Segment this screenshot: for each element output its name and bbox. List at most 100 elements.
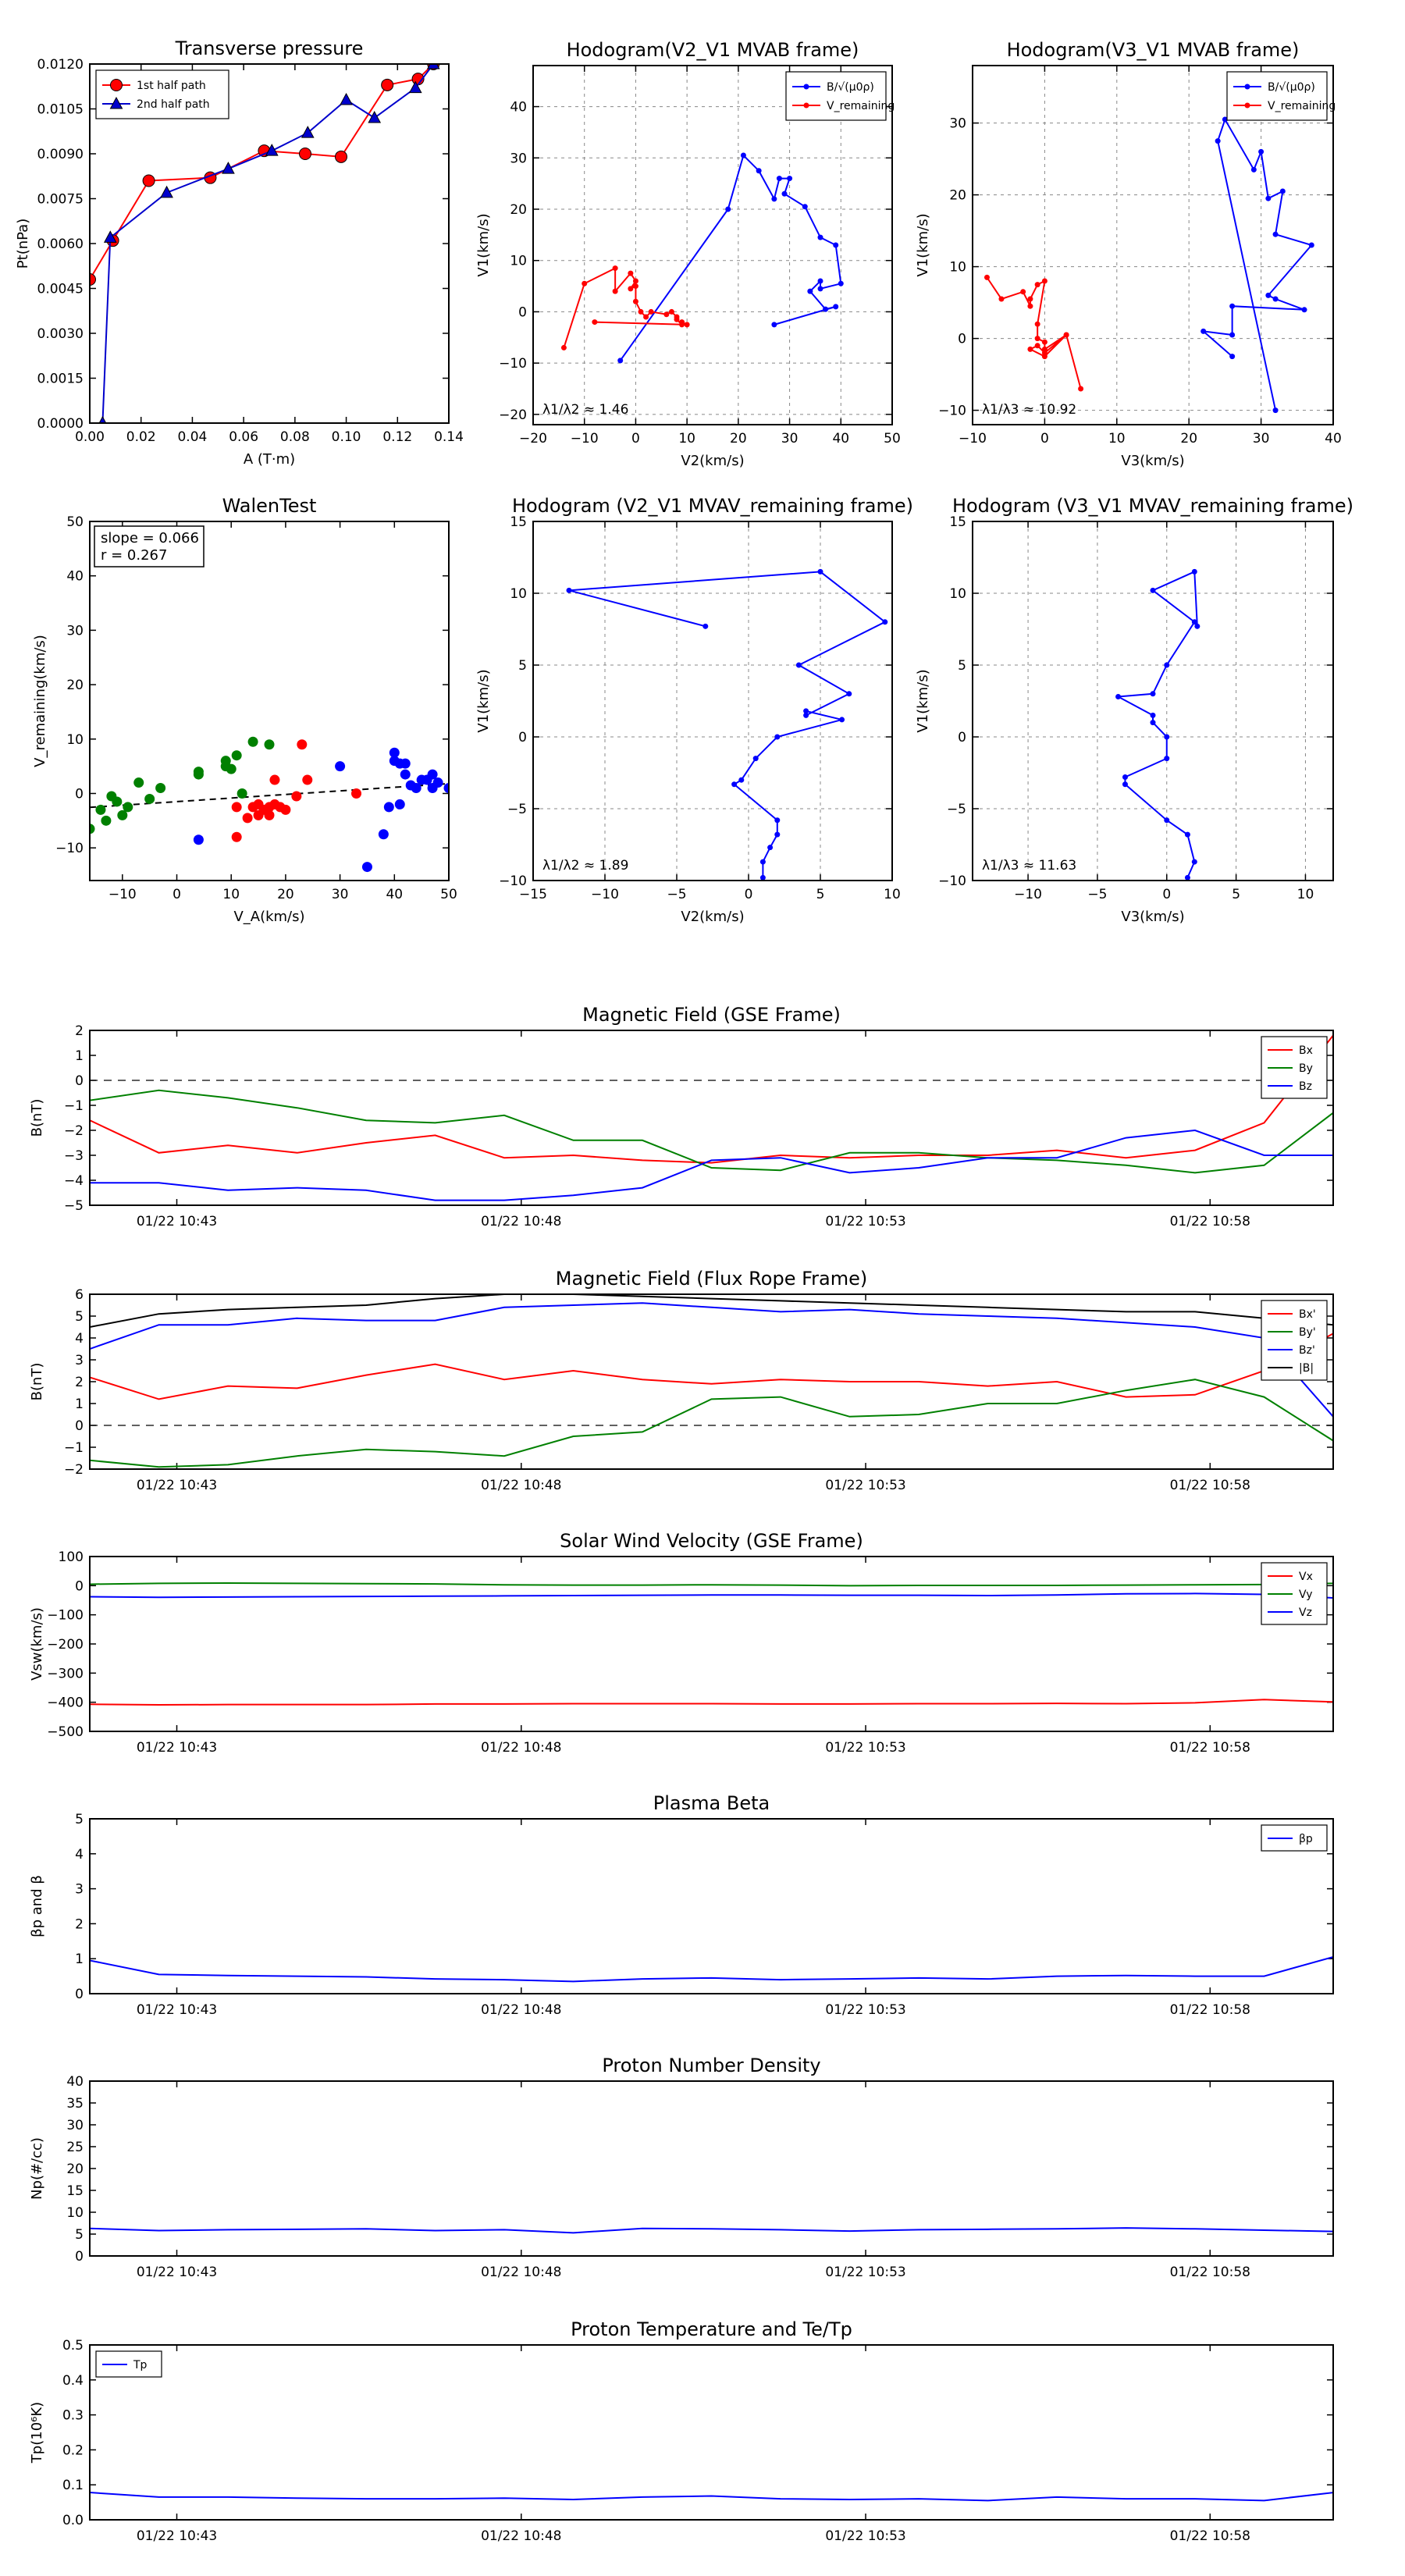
- chart-title: Magnetic Field (Flux Rope Frame): [556, 1268, 867, 1290]
- y-tick-label: 0.0075: [37, 192, 84, 208]
- time-tick-label: 01/22 10:48: [481, 1740, 561, 1756]
- y-tick-label: 30: [66, 2118, 84, 2133]
- x-tick-label: 40: [832, 431, 849, 447]
- y-tick-label: −200: [47, 1637, 84, 1653]
- x-tick-label: 0.10: [332, 429, 361, 445]
- y-tick-label: 40: [66, 2074, 84, 2090]
- chart-title: Hodogram(V2_V1 MVAB frame): [567, 39, 859, 61]
- y-axis-label: V1(km/s): [475, 669, 492, 732]
- plot-frame: [89, 63, 450, 424]
- time-tick-label: 01/22 10:53: [825, 2002, 905, 2018]
- data-point: [1250, 166, 1257, 173]
- legend-box: [785, 71, 887, 121]
- data-point: [1191, 859, 1197, 865]
- data-point: [291, 791, 302, 802]
- y-tick-label: 0: [75, 2249, 84, 2265]
- chart-title: Transverse pressure: [175, 37, 364, 59]
- data-point: [759, 859, 766, 865]
- x-tick-label: −10: [571, 431, 599, 447]
- x-tick-label: −5: [667, 887, 686, 902]
- data-point: [335, 150, 347, 163]
- data-point: [265, 144, 279, 156]
- y-tick-label: 5: [518, 658, 527, 674]
- data-point: [1150, 587, 1156, 593]
- data-point: [882, 619, 888, 625]
- y-tick-label: 30: [949, 116, 966, 132]
- data-point: [427, 769, 438, 780]
- data-point: [803, 708, 809, 714]
- data-point: [1194, 623, 1200, 629]
- chart-title: Plasma Beta: [653, 1792, 770, 1814]
- data-point: [123, 802, 133, 813]
- data-point: [795, 662, 802, 668]
- y-tick-label: −10: [499, 356, 527, 372]
- data-point: [1027, 303, 1033, 309]
- y-tick-label: 0.0120: [37, 57, 84, 73]
- y-axis-label: V_remaining(km/s): [32, 635, 48, 767]
- legend-label: V_remaining: [1268, 100, 1336, 112]
- data-point: [411, 783, 422, 794]
- data-point: [984, 274, 990, 280]
- y-tick-label: 0.2: [62, 2443, 84, 2458]
- legend-label: Bz': [1299, 1344, 1315, 1357]
- legend-label: 1st half path: [137, 80, 206, 92]
- ratio-annotation: λ1/λ3 ≈ 10.92: [982, 402, 1076, 418]
- data-point: [776, 176, 782, 182]
- chart-hodo_v3_mvab: −10 0 10 20 30 40 −10 0 10 20 30 V3(km/s) V1(km/s) Ho…: [915, 39, 1342, 469]
- y-tick-label: 10: [510, 586, 527, 602]
- y-axis-label: Pt(nPa): [15, 219, 31, 269]
- y-tick-label: 0.1: [62, 2478, 84, 2493]
- chart-mag_fr: 01/22 10:43 01/22 10:48 01/22 10:53 01/22 1…: [29, 1268, 1334, 1493]
- data-point: [628, 286, 634, 292]
- time-tick-label: 01/22 10:48: [481, 1214, 561, 1229]
- y-tick-label: 10: [949, 260, 966, 276]
- y-tick-label: 3: [75, 1353, 84, 1368]
- data-point: [771, 196, 777, 202]
- data-point: [1200, 328, 1207, 334]
- y-axis-label: V1(km/s): [475, 213, 492, 276]
- x-tick-label: −10: [959, 431, 987, 447]
- data-point: [1027, 346, 1033, 352]
- y-tick-label: 0.5: [62, 2338, 84, 2354]
- y-tick-label: −10: [938, 404, 966, 419]
- y-tick-label: 10: [949, 586, 966, 602]
- data-point: [1265, 292, 1272, 298]
- time-tick-label: 01/22 10:53: [825, 2528, 905, 2544]
- series-line-By: [90, 1089, 1333, 1174]
- legend-box: [95, 69, 229, 119]
- y-tick-label: −1: [64, 1440, 84, 1456]
- y-tick-label: 0: [75, 786, 84, 802]
- plot-area: [90, 2227, 1333, 2234]
- data-point: [643, 314, 649, 320]
- data-point: [193, 769, 204, 780]
- y-tick-label: 6: [75, 1287, 84, 1303]
- data-point: [846, 691, 852, 697]
- data-point: [803, 712, 809, 718]
- data-point: [774, 817, 781, 824]
- y-tick-label: 1: [75, 1952, 84, 1967]
- y-tick-label: 4: [75, 1847, 84, 1863]
- y-tick-label: 15: [949, 514, 966, 530]
- data-point: [101, 815, 112, 826]
- data-point: [408, 80, 422, 94]
- y-tick-label: −300: [47, 1666, 84, 1681]
- y-tick-label: 0: [958, 332, 966, 347]
- data-point: [1279, 188, 1286, 194]
- time-tick-label: 01/22 10:48: [481, 2002, 561, 2018]
- y-tick-label: 0.0: [62, 2513, 84, 2528]
- x-tick-label: 10: [222, 887, 240, 902]
- x-tick-label: 10: [1108, 431, 1126, 447]
- data-point: [612, 265, 618, 272]
- data-point: [1229, 332, 1236, 338]
- y-tick-label: 40: [510, 100, 527, 116]
- x-tick-label: 30: [1253, 431, 1270, 447]
- data-point: [351, 788, 362, 799]
- data-point: [1258, 148, 1264, 155]
- y-tick-label: 20: [66, 678, 84, 693]
- legend-marker: [110, 79, 123, 91]
- legend-box: [1226, 71, 1328, 121]
- time-tick-label: 01/22 10:58: [1170, 2265, 1250, 2280]
- data-point: [1150, 712, 1156, 718]
- data-point: [1020, 289, 1026, 295]
